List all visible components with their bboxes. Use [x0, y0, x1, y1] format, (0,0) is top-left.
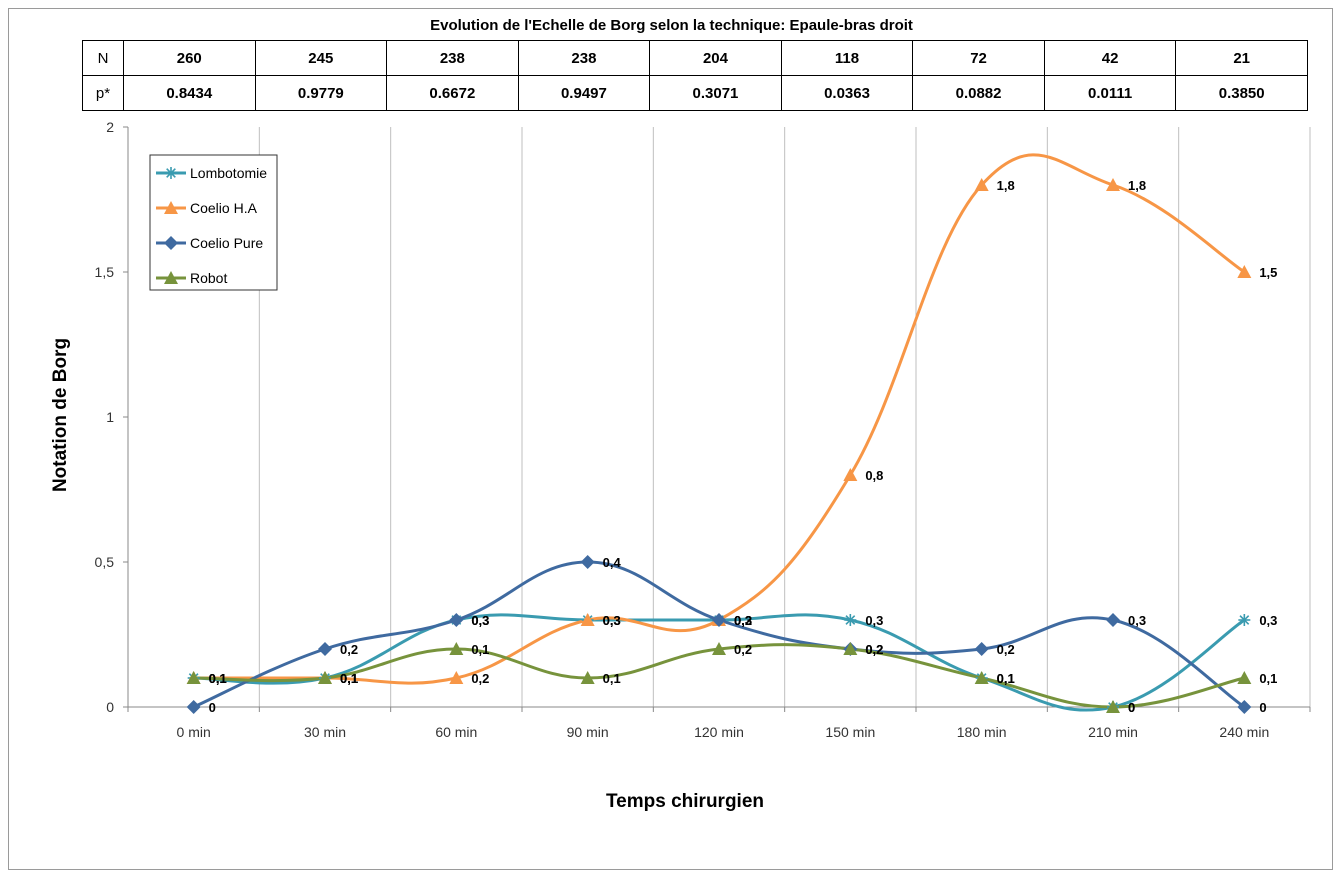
series-line — [194, 615, 1245, 710]
data-label: 1,8 — [997, 178, 1015, 193]
x-tick-label: 90 min — [567, 724, 609, 740]
data-point-marker — [1237, 671, 1251, 684]
data-point-marker — [844, 614, 856, 626]
data-label: 0,2 — [734, 642, 752, 657]
data-point-marker — [975, 642, 989, 656]
data-labels: 0,1 0,10,3 0,3 0,3 0,30,100,30,1 0,1 0,20,3 0,3… — [209, 178, 1278, 715]
data-point-marker — [187, 700, 201, 714]
data-label: 0,4 — [603, 555, 622, 570]
y-tick-label: 1,5 — [95, 264, 115, 280]
data-label: 0,2 — [997, 642, 1015, 657]
data-label: 0,1 — [209, 671, 227, 686]
data-label: 0,1 — [471, 642, 489, 657]
data-point-marker — [1106, 613, 1120, 627]
x-tick-label: 120 min — [694, 724, 744, 740]
data-label: 0,1 — [1259, 671, 1277, 686]
data-point-marker — [843, 468, 857, 481]
legend-label: Coelio Pure — [190, 235, 263, 251]
data-point-marker — [318, 642, 332, 656]
data-label: 0,2 — [865, 642, 883, 657]
data-label: 0,3 — [603, 613, 621, 628]
data-label: 0,2 — [471, 671, 489, 686]
data-label: 1,5 — [1259, 265, 1277, 280]
x-tick-label: 0 min — [177, 724, 211, 740]
y-axis-title: Notation de Borg — [50, 338, 71, 492]
y-tick-label: 1 — [106, 409, 114, 425]
data-label: 0 — [1259, 700, 1266, 715]
x-axis-title: Temps chirurgien — [606, 791, 764, 812]
legend-label: Coelio H.A — [190, 200, 258, 216]
data-label: 0,3 — [1128, 613, 1146, 628]
y-tick-label: 0,5 — [95, 554, 115, 570]
data-label: 1,8 — [1128, 178, 1146, 193]
legend-label: Robot — [190, 270, 227, 286]
data-label: 0,3 — [471, 613, 489, 628]
x-tick-label: 30 min — [304, 724, 346, 740]
data-label: 0,1 — [340, 671, 358, 686]
legend-marker — [165, 167, 177, 179]
legend: Lombotomie Coelio H.A Coelio Pure Robot — [150, 155, 277, 290]
x-tick-label: 180 min — [957, 724, 1007, 740]
data-label: 0,1 — [603, 671, 621, 686]
y-tick-label: 0 — [106, 699, 114, 715]
data-point-marker — [449, 613, 463, 627]
data-label: 0,2 — [340, 642, 358, 657]
series-markers — [187, 178, 1252, 714]
y-tick-label: 2 — [106, 119, 114, 135]
data-label: 0 — [209, 700, 216, 715]
data-label: 0 — [1128, 700, 1135, 715]
series-line — [194, 155, 1245, 683]
data-point-marker — [581, 555, 595, 569]
x-tick-label: 150 min — [825, 724, 875, 740]
data-label: 0,2 — [734, 613, 752, 628]
x-tick-label: 60 min — [435, 724, 477, 740]
data-label: 0,8 — [865, 468, 883, 483]
x-tick-label: 240 min — [1219, 724, 1269, 740]
data-label: 0,1 — [997, 671, 1015, 686]
data-label: 0,3 — [1259, 613, 1277, 628]
data-label: 0,3 — [865, 613, 883, 628]
legend-label: Lombotomie — [190, 165, 267, 181]
data-point-marker — [1238, 614, 1250, 626]
x-tick-label: 210 min — [1088, 724, 1138, 740]
